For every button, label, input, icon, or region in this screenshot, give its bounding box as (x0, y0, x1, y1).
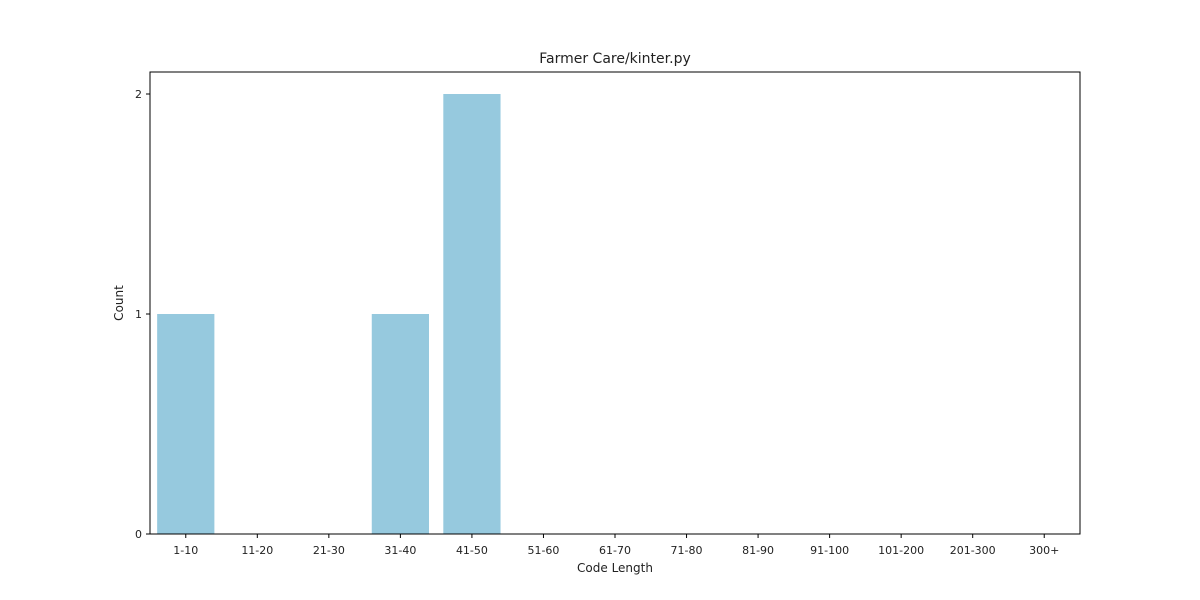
x-tick-label: 11-20 (241, 544, 273, 557)
plot-area (157, 94, 501, 534)
x-tick-label: 61-70 (599, 544, 631, 557)
x-tick-label: 21-30 (313, 544, 345, 557)
bar-31-40 (371, 314, 429, 534)
plot-frame (149, 71, 1081, 535)
bar-1-10 (157, 314, 215, 534)
x-tick-label: 101-200 (878, 544, 924, 557)
x-axis: 1-10 11-20 21-30 31-40 41-50 51-60 61-70 71-80 8… (173, 534, 1059, 557)
x-tick-label: 81-90 (742, 544, 774, 557)
x-tick-label: 71-80 (671, 544, 703, 557)
bar-41-50 (443, 94, 501, 534)
x-tick-label: 91-100 (810, 544, 849, 557)
y-axis-label: Count (112, 285, 126, 321)
x-tick-label: 300+ (1029, 544, 1059, 557)
y-tick-label: 2 (135, 88, 142, 101)
x-axis-label: Code Length (577, 561, 653, 575)
y-axis: 0 1 2 (135, 88, 150, 541)
y-tick-label: 1 (135, 308, 142, 321)
chart-title: Farmer Care/kinter.py (539, 51, 691, 67)
x-tick-label: 51-60 (527, 544, 559, 557)
x-tick-label: 31-40 (384, 544, 416, 557)
x-tick-label: 201-300 (950, 544, 996, 557)
x-tick-label: 41-50 (456, 544, 488, 557)
x-tick-label: 1-10 (173, 544, 198, 557)
y-tick-label: 0 (135, 528, 142, 541)
